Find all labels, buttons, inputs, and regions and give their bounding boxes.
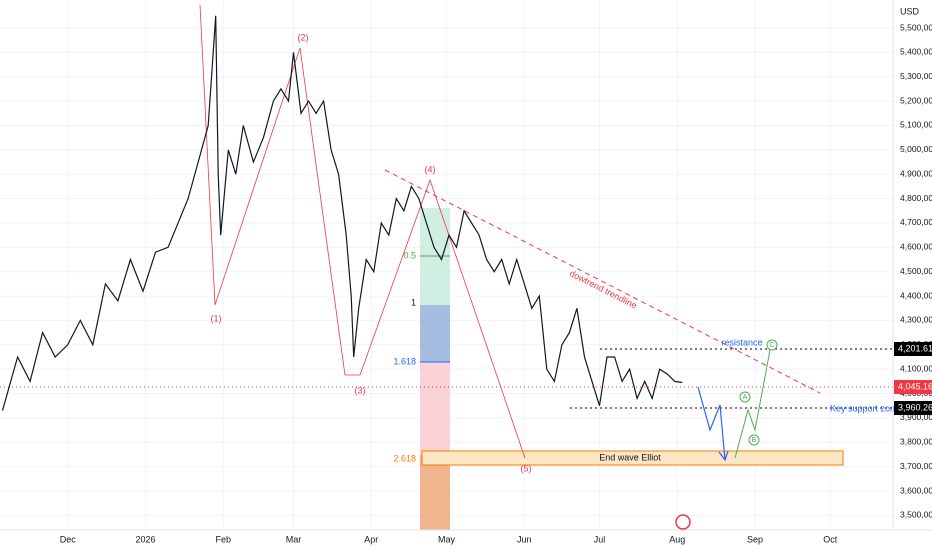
wave-label: (3) [355, 385, 366, 395]
price-tag-label: 3,960.263 [898, 402, 932, 412]
event-icon[interactable] [675, 514, 691, 530]
support-label: Key support zone [830, 403, 900, 413]
wave-marker [748, 434, 760, 446]
y-tick-label: 3,700,000 [900, 461, 932, 471]
y-tick-label: 3,900,000 [900, 412, 932, 422]
price-tag [894, 380, 932, 394]
y-tick-label: 3,600,000 [900, 485, 932, 495]
x-tick-label: Aug [669, 534, 685, 544]
resistance-label: resistance [721, 337, 762, 347]
fib-label: 2.618 [393, 453, 416, 463]
target-label: End wave Elliot [599, 452, 661, 462]
fib-label: 1 [411, 297, 416, 307]
projection [697, 386, 726, 461]
fib-zone [420, 305, 450, 362]
fib-zone [420, 362, 450, 455]
y-tick-label: 4,700,000 [900, 217, 932, 227]
wave-label: (2) [298, 32, 309, 42]
x-tick-label: Apr [364, 534, 378, 544]
y-tick-label: 4,500,000 [900, 266, 932, 276]
target-zone [421, 450, 844, 466]
wave-marker [766, 339, 778, 351]
x-tick-label: Mar [286, 534, 302, 544]
y-tick-label: 4,100,000 [900, 363, 932, 373]
fib-label: 1.618 [393, 356, 416, 366]
price-tag [894, 401, 932, 415]
currency-label: USD [900, 6, 920, 16]
x-tick-label: Jun [517, 534, 532, 544]
projection-arrow [718, 450, 729, 462]
y-tick-label: 4,800,000 [900, 193, 932, 203]
series [1, 15, 683, 411]
fib-zone [420, 455, 450, 530]
fib-label: 0.5 [403, 250, 416, 260]
wave-label: C [769, 342, 774, 349]
projection [734, 349, 771, 459]
y-tick-label: 4,300,000 [900, 315, 932, 325]
x-tick-label: Jul [594, 534, 606, 544]
x-tick-label: Dec [60, 534, 77, 544]
y-tick-label: 4,400,000 [900, 290, 932, 300]
price-tag [894, 342, 932, 356]
wave-label: (5) [521, 463, 532, 473]
x-tick-label: 2026 [135, 534, 155, 544]
wave-label: B [752, 437, 757, 444]
y-tick-label: 5,400,000 [900, 47, 932, 57]
y-tick-label: 5,200,000 [900, 95, 932, 105]
y-tick-label: 3,500,000 [900, 510, 932, 520]
price-tag-label: 4,201.617 [898, 343, 932, 353]
x-tick-label: May [438, 534, 456, 544]
y-tick-label: 3,800,000 [900, 437, 932, 447]
wave-label: (1) [211, 313, 222, 323]
y-tick-label: 5,300,000 [900, 71, 932, 81]
y-tick-label: 4,600,000 [900, 242, 932, 252]
wave-marker [739, 391, 751, 403]
x-tick-label: Feb [215, 534, 231, 544]
x-tick-label: Sep [747, 534, 763, 544]
elliott-wave [199, 4, 526, 459]
x-tick-label: Oct [823, 534, 838, 544]
trendline [384, 169, 821, 394]
wave-label: (4) [425, 164, 436, 174]
wave-label: A [743, 394, 748, 401]
y-tick-label: 5,500,000 [900, 22, 932, 32]
y-tick-label: 4,900,000 [900, 168, 932, 178]
y-tick-label: 5,100,000 [900, 120, 932, 130]
price-tag-label: 4,045.165 [898, 381, 932, 391]
price-line [1, 15, 683, 411]
y-tick-label: 5,000,000 [900, 144, 932, 154]
